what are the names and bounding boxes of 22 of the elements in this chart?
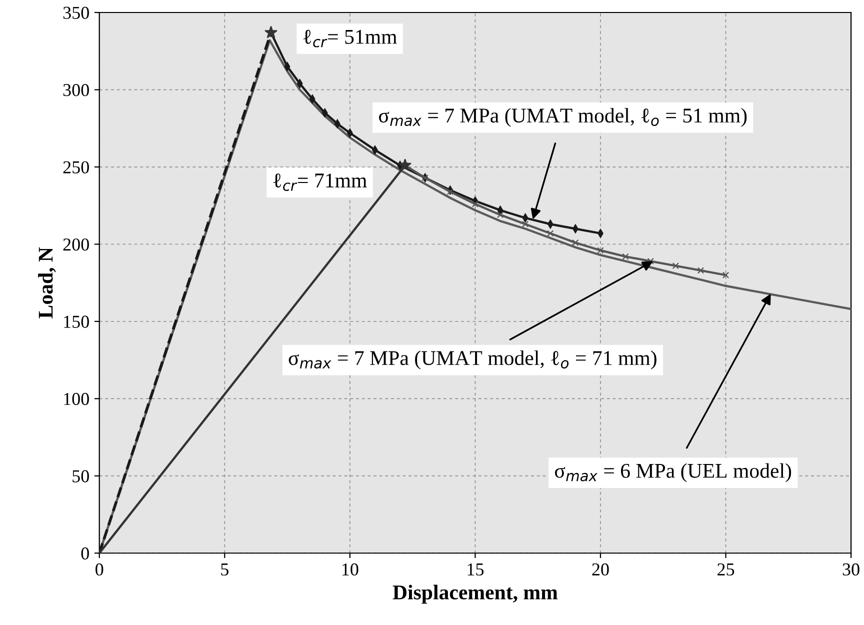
x-tick-label: 10 — [342, 563, 358, 576]
x-tick-label: 30 — [842, 563, 860, 576]
x-tick-label: 25 — [718, 563, 734, 576]
x-tick-label: 20 — [592, 563, 609, 576]
x-tick-label: 0 — [96, 563, 104, 576]
x-axis-title: Displacement, mm — [392, 584, 558, 604]
y-tick-label: 0 — [81, 547, 89, 560]
y-tick-label: 200 — [63, 238, 89, 251]
annotation: σ$_{max}$ = 7 MPa (UMAT model, ℓ$_{o}$ = 71 mm) — [288, 350, 656, 370]
y-tick-label: 100 — [64, 392, 89, 406]
annotation: σ$_{max}$ = 7 MPa (UMAT model, ℓ$_{o}$ = 51 mm) — [379, 108, 747, 127]
x-tick-label: 15 — [468, 563, 484, 576]
annotation: ℓ$_{cr}$= 51mm — [304, 30, 397, 48]
y-tick-label: 50 — [72, 470, 89, 482]
annotation: ℓ$_{cr}$= 71mm — [273, 173, 367, 191]
y-tick-label: 250 — [63, 161, 89, 174]
y-tick-label: 150 — [64, 316, 89, 328]
x-tick-label: 5 — [221, 564, 228, 576]
y-tick-label: 350 — [63, 6, 89, 19]
annotation: σ$_{max}$ = 6 MPa (UEL model) — [554, 463, 792, 482]
y-axis-title: Load, N — [38, 247, 56, 318]
y-tick-label: 300 — [63, 84, 89, 96]
